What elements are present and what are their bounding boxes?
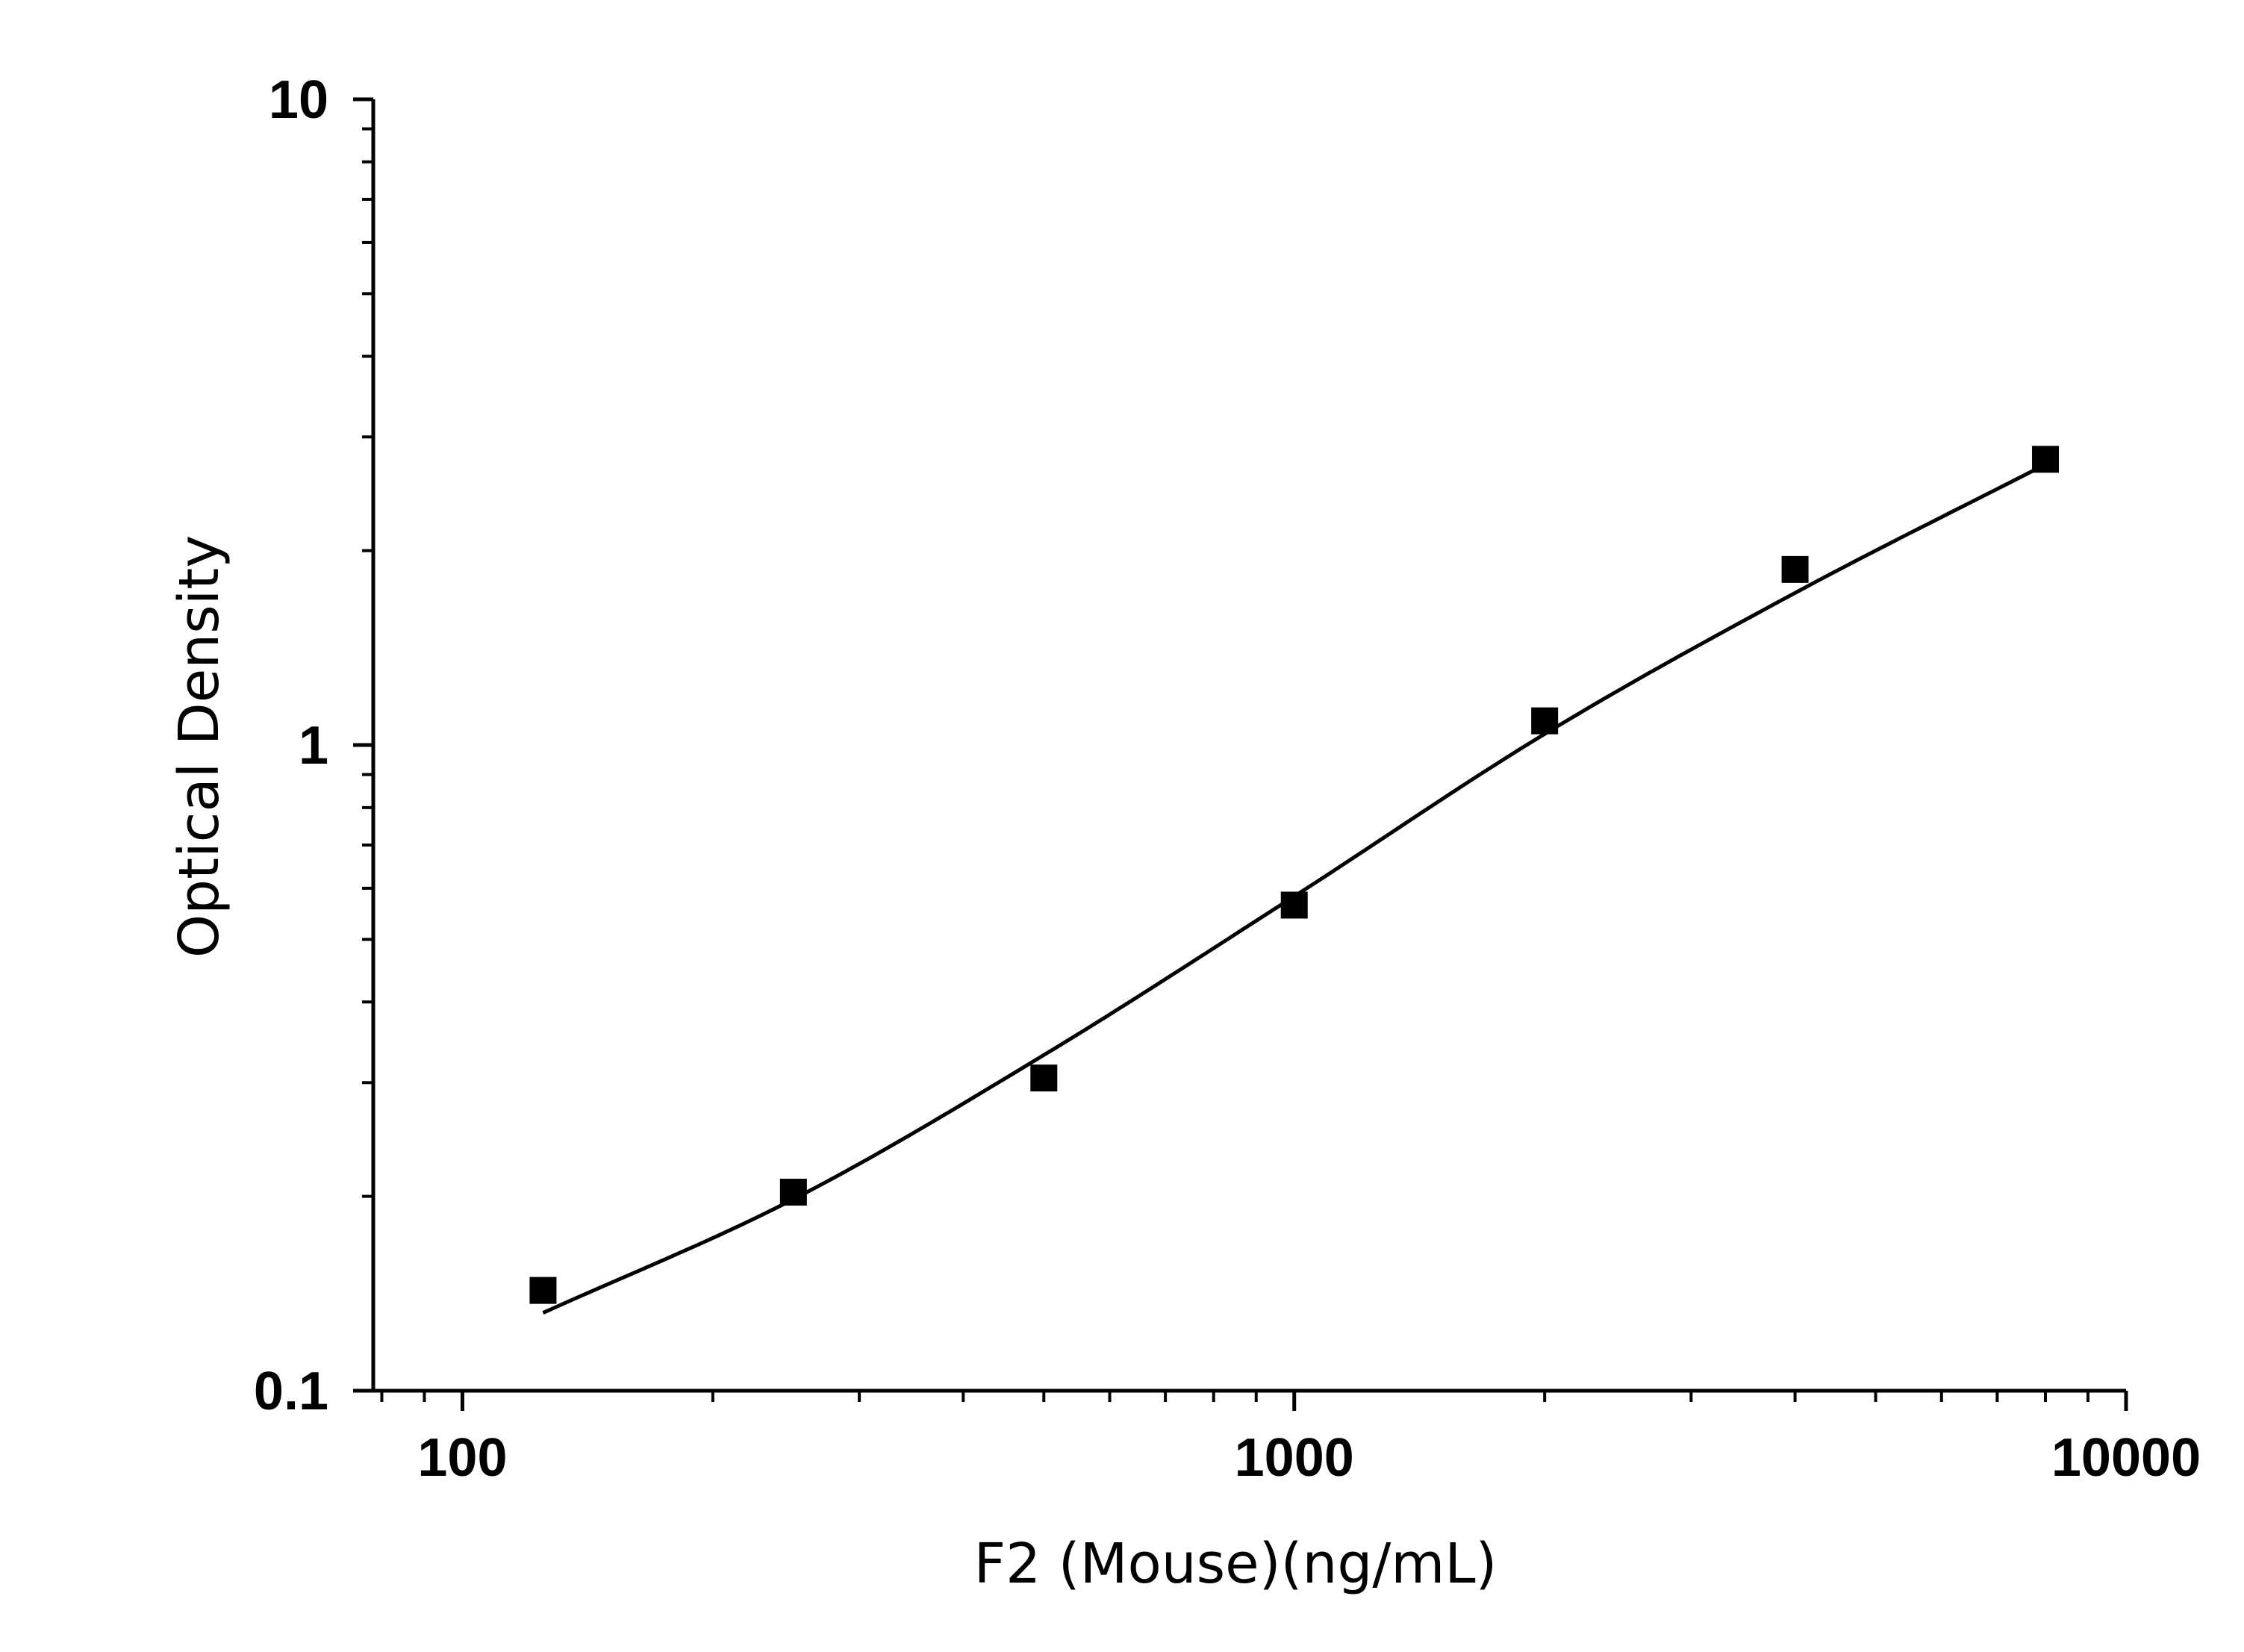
data-point	[779, 1179, 807, 1206]
x-axis-title: F2 (Mouse)(ng/mL)	[974, 1532, 1497, 1596]
y-tick-label: 0.1	[254, 1362, 328, 1421]
x-tick-label: 1000	[1235, 1428, 1354, 1488]
minor-ticks	[362, 127, 2090, 1402]
fit-curve	[542, 462, 2047, 1315]
x-tick-label: 100	[417, 1428, 507, 1488]
y-axis-title: Optical Density	[167, 535, 231, 958]
x-tick-labels: 100 1000 10000	[417, 1428, 2201, 1488]
data-point	[2032, 446, 2060, 473]
data-points	[529, 446, 2060, 1304]
y-tick-labels: 0.1 1 10	[254, 70, 328, 1421]
major-ticks	[353, 97, 2128, 1411]
data-point	[529, 1277, 557, 1304]
data-point	[1531, 707, 1559, 735]
y-tick-label: 10	[269, 70, 328, 130]
x-tick-label: 10000	[2051, 1428, 2201, 1488]
data-point	[1781, 555, 1809, 583]
data-point	[1030, 1065, 1058, 1092]
y-tick-label: 1	[299, 716, 328, 776]
data-point	[1280, 891, 1308, 919]
